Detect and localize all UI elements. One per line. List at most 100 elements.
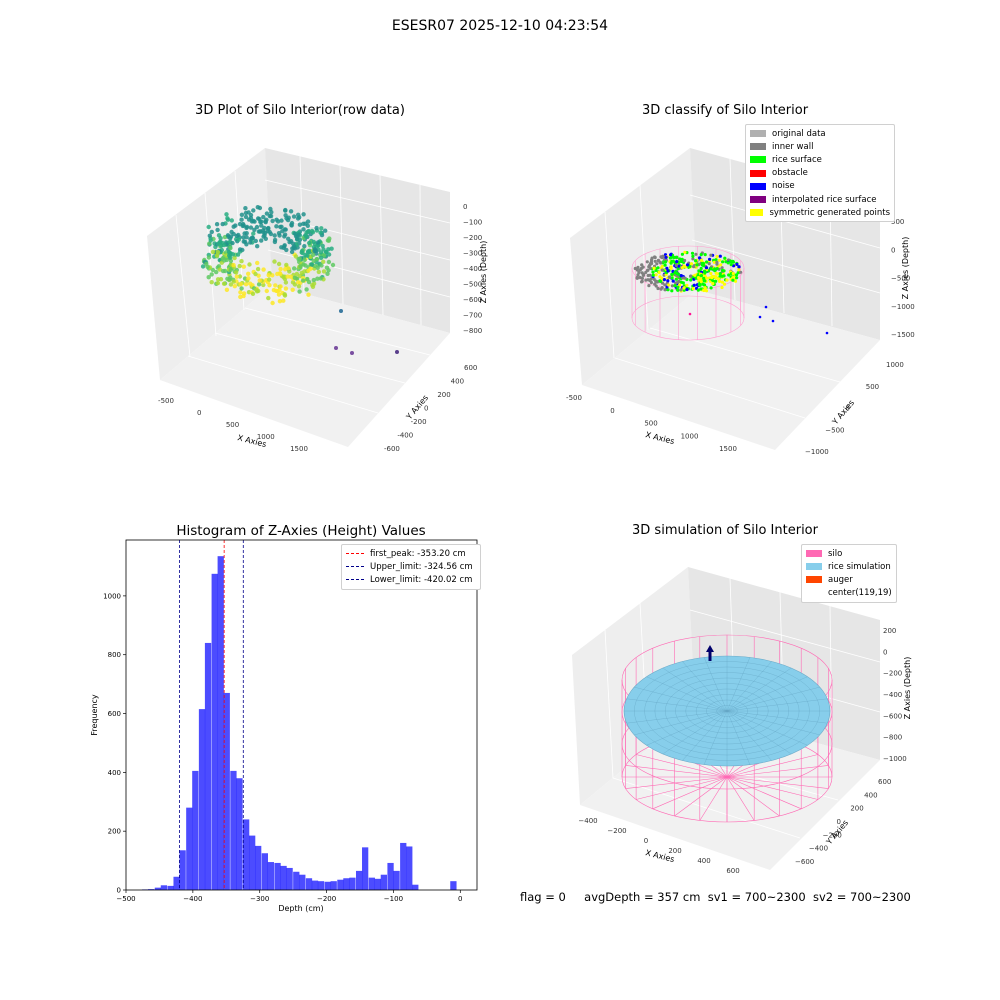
- p2-point: [663, 283, 667, 287]
- p2-point: [720, 274, 724, 278]
- p2-point: [651, 273, 655, 277]
- p1-point: [276, 261, 282, 267]
- p2-point: [635, 268, 640, 272]
- swatch-icon: [750, 130, 766, 138]
- p1-point: [261, 267, 266, 272]
- p1-point: [306, 228, 311, 234]
- p2-point: [680, 266, 684, 270]
- p1-outlier-point: [395, 350, 399, 354]
- p4-legend-auger: auger: [806, 573, 892, 586]
- p4-rice-mesh-spoke: [662, 667, 728, 712]
- p1-point: [323, 228, 328, 233]
- p2-point: [653, 255, 657, 259]
- p2-point: [722, 282, 727, 286]
- p1-point: [262, 225, 267, 231]
- p1-x-tick: -500: [158, 397, 174, 405]
- p1-point: [248, 240, 253, 245]
- p2-point: [729, 259, 733, 264]
- p4-floor-spoke: [726, 776, 829, 789]
- p4-floor-spoke: [674, 776, 728, 817]
- p1-point: [228, 245, 233, 251]
- p1-point: [254, 289, 260, 294]
- p2-point: [709, 271, 713, 276]
- p4-legend-rice: rice simulation: [806, 560, 892, 573]
- p1-point: [234, 274, 239, 279]
- p1-point: [279, 218, 284, 223]
- p1-point: [251, 218, 256, 224]
- p2-point: [656, 286, 660, 291]
- p4-x-ticks: −400 −200 0 200 400 600: [578, 817, 739, 875]
- swatch-icon: [806, 550, 822, 558]
- p2-point: [654, 273, 658, 277]
- p1-point: [311, 277, 316, 283]
- p2-point: [737, 268, 741, 272]
- p1-point: [289, 223, 294, 228]
- p2-point: [667, 283, 671, 287]
- p1-point: [300, 278, 306, 283]
- p1-point: [319, 263, 324, 268]
- p1-point: [215, 280, 221, 286]
- p1-point: [217, 267, 223, 272]
- p1-point: [297, 273, 303, 279]
- p2-point: [652, 266, 656, 270]
- p1-point: [311, 239, 317, 245]
- histogram-bar: [317, 881, 325, 890]
- p1-point: [200, 264, 206, 269]
- p1-point: [298, 264, 303, 269]
- x-tick-label: −500: [116, 895, 135, 903]
- p1-point: [318, 255, 324, 260]
- p1-pane-floor: [160, 285, 450, 447]
- p2-point: [679, 274, 683, 278]
- p2-point: [704, 289, 709, 293]
- p1-point: [247, 262, 252, 267]
- p2-legend-obstacle: obstacle: [750, 167, 890, 180]
- p1-point: [282, 293, 288, 298]
- p4-rice-mesh-spoke: [682, 661, 728, 712]
- p2-point: [731, 278, 735, 282]
- p1-outlier-point: [350, 351, 354, 355]
- histogram-bar: [204, 642, 212, 890]
- p2-point: [682, 286, 686, 290]
- p2-point: [715, 255, 719, 259]
- p4-pane-left: [572, 567, 695, 805]
- p4-rice-mesh-spoke: [646, 676, 728, 712]
- p1-point: [238, 294, 243, 300]
- p2-point: [645, 260, 649, 264]
- p2-point: [716, 277, 721, 281]
- p2-point: [648, 263, 652, 267]
- p2-x-tick: 0: [610, 407, 614, 415]
- p1-point: [307, 240, 312, 246]
- p2-point: [670, 284, 675, 288]
- p2-point: [715, 262, 719, 266]
- p4-z-tick: −400: [883, 691, 902, 699]
- p1-point: [264, 217, 269, 222]
- p1-point: [276, 292, 282, 297]
- swatch-icon: [750, 182, 766, 190]
- p1-pane-left: [147, 148, 272, 380]
- histogram-threshold-lines: [179, 540, 244, 890]
- histogram-bar: [349, 877, 356, 890]
- p1-point: [309, 262, 314, 267]
- p1-point: [296, 232, 301, 237]
- histogram-bar: [223, 692, 230, 890]
- p1-point: [292, 275, 297, 280]
- p1-z-tick: −100: [463, 219, 482, 227]
- p2-point: [718, 254, 722, 258]
- p2-point: [705, 260, 709, 264]
- p1-point: [244, 231, 249, 236]
- histogram-bar: [186, 807, 193, 890]
- histogram-bar: [368, 877, 375, 890]
- p2-z-tick: −1000: [891, 303, 915, 311]
- p2-point: [700, 258, 704, 262]
- p4-floor-spoke: [636, 754, 728, 778]
- p2-point: [719, 263, 723, 267]
- p2-point: [660, 276, 664, 280]
- p2-point: [669, 253, 673, 257]
- p1-point: [216, 264, 222, 269]
- p2-point: [710, 276, 714, 280]
- p1-point: [326, 252, 332, 257]
- p1-y-tick: -200: [411, 418, 427, 426]
- p4-rice-mesh-spoke: [703, 657, 728, 712]
- p4-x-tick: −400: [578, 817, 597, 825]
- p2-point: [699, 266, 703, 271]
